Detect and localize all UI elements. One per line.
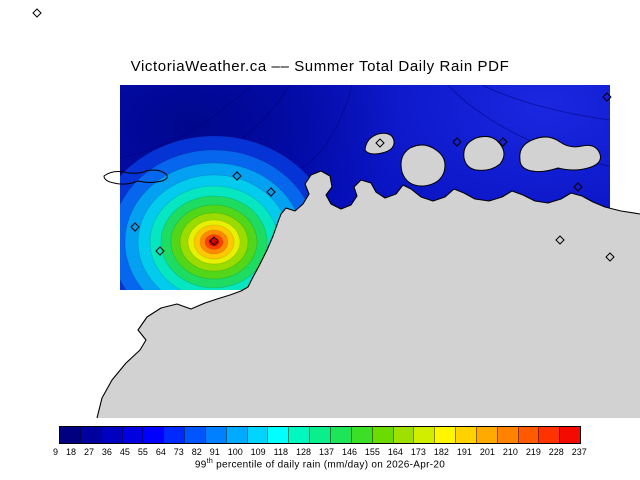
station-markers [32,8,615,262]
island [400,144,446,187]
station-marker-icon [605,252,615,262]
colorbar-tick-label: 128 [295,447,311,457]
colorbar-tick-label: 91 [209,447,220,457]
station-marker-icon [555,235,565,245]
station-marker-icon [209,236,219,246]
caption-superscript: th [206,458,214,465]
colorbar-cell [496,427,518,443]
colorbar-tick-label: 182 [433,447,449,457]
colorbar-tick-label: 73 [173,447,184,457]
colorbar-cell [100,427,122,443]
caption-value: 99 [194,459,207,471]
colorbar-tick-label: 173 [410,447,426,457]
colorbar-tick-label: 191 [456,447,472,457]
island [519,136,601,173]
colorbar-tick-label: 210 [502,447,518,457]
colorbar-tick-label: 219 [525,447,541,457]
colorbar-tick-label: 164 [387,447,403,457]
colorbar-labels: 9 18 27 36 45 55 64 73 82 91 100 109 118 128 137 146 155… [53,447,587,457]
colorbar [59,426,581,444]
colorbar-cell [392,427,414,443]
colorbar-cell [559,427,581,443]
colorbar-tick-label: 45 [119,447,130,457]
colorbar-cell [225,427,247,443]
colorbar-cell [350,427,372,443]
colorbar-cell [371,427,393,443]
colorbar-cell [79,427,101,443]
colorbar-cell [475,427,497,443]
colorbar-cell [538,427,560,443]
colorbar-cell [309,427,330,443]
colorbar-cell [142,427,164,443]
colorbar-tick-label: 237 [571,447,587,457]
caption-text: percentile of daily rain (mm/day) on 202… [213,459,446,471]
station-marker-icon [573,182,583,192]
colorbar-cell [121,427,143,443]
station-marker-icon [232,171,242,181]
shoal-outline [103,169,168,185]
colorbar-tick-label: 146 [341,447,357,457]
colorbar-tick-label: 228 [548,447,564,457]
station-marker-icon [266,187,276,197]
colorbar-tick-label: 155 [364,447,380,457]
colorbar-tick-label: 9 [53,447,59,457]
colorbar-tick-label: 100 [227,447,243,457]
colorbar-tick-label: 201 [479,447,495,457]
colorbar-cell [455,427,476,443]
colorbar-cell [204,427,226,443]
mainland [97,171,640,418]
colorbar-cell [184,427,205,443]
station-marker-icon [32,8,42,18]
station-marker-icon [155,246,165,256]
colorbar-tick-label: 109 [250,447,266,457]
colorbar-cell [267,427,289,443]
station-marker-icon [130,222,140,232]
colorbar-tick-label: 27 [83,447,94,457]
station-marker-icon [602,92,612,102]
contour-line [481,85,610,121]
colorbar-tick-label: 18 [65,447,76,457]
colorbar-cell [434,427,456,443]
colorbar-tick-label: 82 [191,447,202,457]
colorbar-tick-label: 55 [137,447,148,457]
colorbar-cell [60,427,80,443]
colorbar-tick-label: 64 [155,447,166,457]
station-marker-icon [498,137,508,147]
colorbar-tick-label: 137 [318,447,334,457]
colorbar-tick-label: 118 [273,447,289,457]
colorbar-cell [329,427,351,443]
coastline [96,170,640,419]
colorbar-cell [288,427,310,443]
island [463,136,505,171]
caption: 99th percentile of daily rain (mm/day) o… [0,458,640,470]
colorbar-cell [517,427,539,443]
colorbar-cell [163,427,185,443]
station-marker-icon [452,137,462,147]
colorbar-cell [246,427,268,443]
island [364,132,395,155]
station-marker-icon [375,138,385,148]
page-title: VictoriaWeather.ca –– Summer Total Daily… [130,58,510,75]
colorbar-cell [413,427,435,443]
contour-line [120,85,253,159]
colorbar-tick-label: 36 [101,447,112,457]
